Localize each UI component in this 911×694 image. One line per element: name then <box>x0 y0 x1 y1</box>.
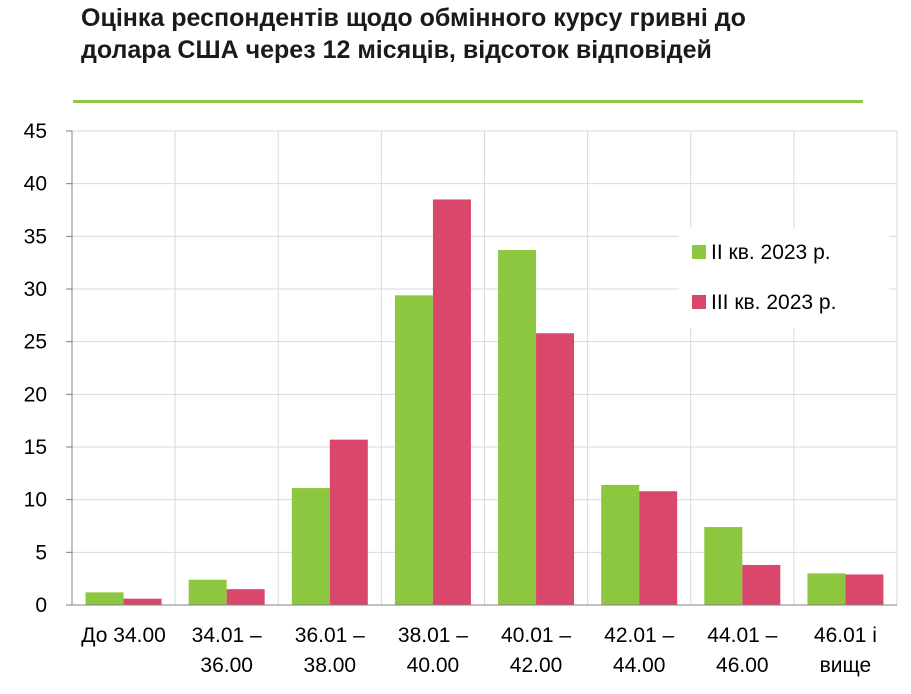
y-tick-label: 25 <box>24 331 47 354</box>
bar-q3-1 <box>226 589 265 605</box>
bar-q3-2 <box>329 439 368 605</box>
bars <box>85 199 884 605</box>
bar-q2-7 <box>807 573 846 605</box>
y-tick-label: 5 <box>35 541 47 564</box>
bar-q2-4 <box>498 250 537 605</box>
x-tick-label: 44.00 <box>613 654 666 677</box>
bar-q2-3 <box>394 295 433 605</box>
y-tick-label: 45 <box>24 120 47 143</box>
legend-swatch <box>692 245 706 259</box>
y-tick-label: 15 <box>24 436 47 459</box>
bar-q3-3 <box>432 199 471 605</box>
x-tick-label: 34.01 – <box>192 624 262 647</box>
y-tick-label: 30 <box>24 278 47 301</box>
y-tick-label: 35 <box>24 225 47 248</box>
bar-q3-0 <box>123 598 162 605</box>
legend-label: II кв. 2023 р. <box>711 241 831 264</box>
legend: II кв. 2023 р. III кв. 2023 р. <box>679 228 889 328</box>
bar-q3-7 <box>845 574 884 605</box>
bar-q2-5 <box>601 484 640 605</box>
x-tick-label: 36.00 <box>200 654 253 677</box>
y-tick-label: 0 <box>35 594 47 617</box>
legend-swatch <box>692 295 706 309</box>
bar-q2-6 <box>704 527 743 605</box>
bar-q3-6 <box>742 564 781 605</box>
legend-background <box>679 228 889 328</box>
gridlines <box>72 130 898 605</box>
chart-title: Оцінка респондентів щодо обмінного курсу… <box>81 4 746 64</box>
bar-q3-4 <box>536 333 575 605</box>
x-tick-label: До 34.00 <box>81 624 166 647</box>
x-tick-label: 36.01 – <box>295 624 365 647</box>
y-tick-label: 20 <box>24 383 47 406</box>
bar-q2-1 <box>188 579 227 605</box>
x-tick-label: 40.01 – <box>501 624 571 647</box>
legend-label: III кв. 2023 р. <box>711 291 836 314</box>
bar-q2-0 <box>85 592 124 605</box>
x-tick-label: 46.01 і <box>814 624 877 647</box>
y-tick-label: 10 <box>24 489 47 512</box>
x-tick-label: 42.01 – <box>604 624 674 647</box>
y-axis-ticks: 0 5 10 15 20 25 30 35 40 45 <box>24 120 73 617</box>
x-tick-label: 46.00 <box>716 654 769 677</box>
bar-q3-5 <box>639 491 678 605</box>
x-axis-tick-labels: До 34.00 34.01 – 36.00 36.01 – 38.00 38.01 – 4… <box>81 624 877 677</box>
x-tick-label: 38.00 <box>304 654 357 677</box>
x-tick-label: 44.01 – <box>707 624 777 647</box>
x-tick-label: 38.01 – <box>398 624 468 647</box>
bar-q2-2 <box>291 488 330 605</box>
x-tick-label: 42.00 <box>510 654 563 677</box>
x-tick-label: вище <box>820 654 872 677</box>
y-tick-label: 40 <box>24 173 47 196</box>
x-tick-label: 40.00 <box>407 654 460 677</box>
title-underline <box>73 100 863 103</box>
